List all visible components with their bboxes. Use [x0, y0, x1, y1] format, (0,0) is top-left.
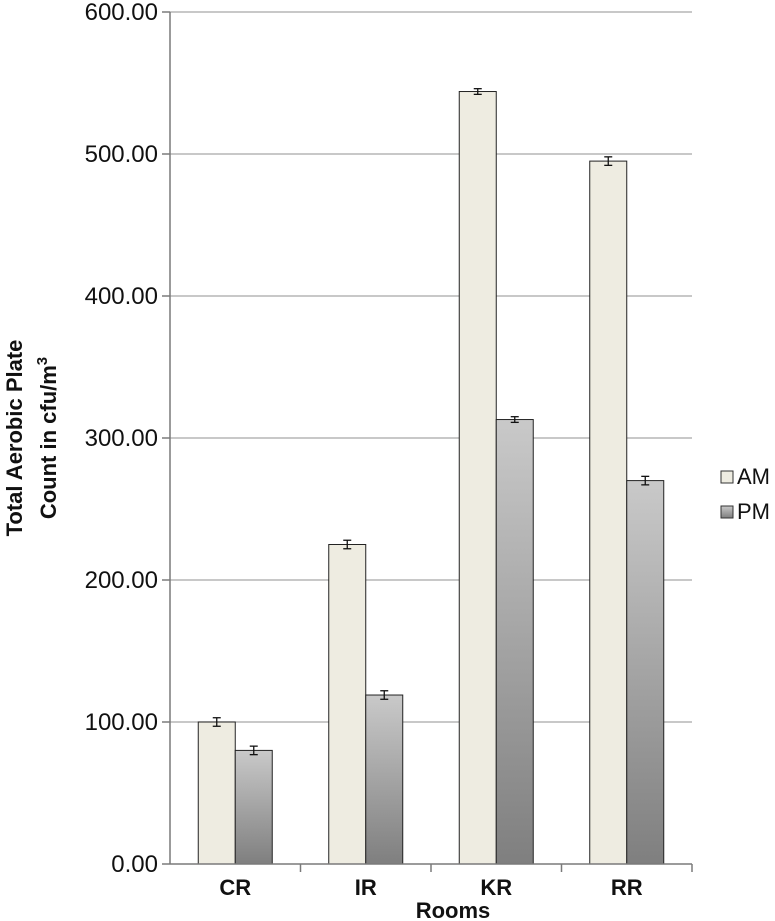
error-bar-am-cr: [212, 717, 221, 727]
error-bar-pm-rr: [641, 475, 650, 486]
error-bar-pm-kr: [510, 416, 519, 424]
x-tick-label: CR: [219, 875, 251, 900]
y-axis-title-line1: Total Aerobic Plate: [2, 340, 27, 537]
legend-swatch-pm: [720, 505, 734, 519]
y-axis-title-line2: Count in cfu/m3: [34, 357, 61, 519]
y-tick-label: 100.00: [85, 709, 158, 736]
y-tick-labels: 0.00 100.00 200.00 300.00 400.00 500.00 600.00: [85, 0, 170, 878]
y-axis-title: Total Aerobic Plate Count in cfu/m3: [2, 340, 61, 537]
bar-am-rr: [589, 160, 628, 865]
bar-am-kr: [458, 91, 497, 865]
error-bar-pm-ir: [380, 690, 389, 700]
legend: AM PM: [720, 464, 770, 524]
y-tick-label: 400.00: [85, 283, 158, 310]
bar-pm-cr: [234, 749, 273, 865]
bar-pm-kr: [495, 419, 534, 865]
legend-label-pm: PM: [737, 499, 770, 524]
legend-swatch-am: [720, 470, 734, 484]
bar-am-cr: [197, 721, 236, 865]
y-tick-label: 500.00: [85, 141, 158, 168]
y-tick-label: 0.00: [111, 851, 158, 878]
legend-label-am: AM: [737, 464, 770, 489]
error-bar-am-kr: [473, 88, 482, 96]
error-bars: [212, 88, 650, 756]
x-axis-title: Rooms: [416, 898, 491, 921]
x-tick-labels: CR IR KR RR: [219, 864, 693, 900]
x-tick-label: RR: [611, 875, 643, 900]
y-axis-title-superscript: 3: [34, 357, 51, 365]
y-tick-label: 200.00: [85, 567, 158, 594]
x-tick-label: KR: [480, 875, 512, 900]
y-tick-label: 600.00: [85, 0, 158, 26]
error-bar-am-rr: [604, 156, 613, 167]
x-tick-label: IR: [355, 875, 377, 900]
bar-am-ir: [328, 544, 367, 865]
bars: [197, 91, 665, 865]
y-axis-title-line2-text: Count in cfu/m: [36, 365, 61, 519]
bar-pm-ir: [365, 694, 404, 865]
y-tick-label: 300.00: [85, 425, 158, 452]
error-bar-pm-cr: [249, 745, 258, 756]
bar-pm-rr: [626, 480, 665, 865]
error-bar-am-ir: [343, 539, 352, 550]
